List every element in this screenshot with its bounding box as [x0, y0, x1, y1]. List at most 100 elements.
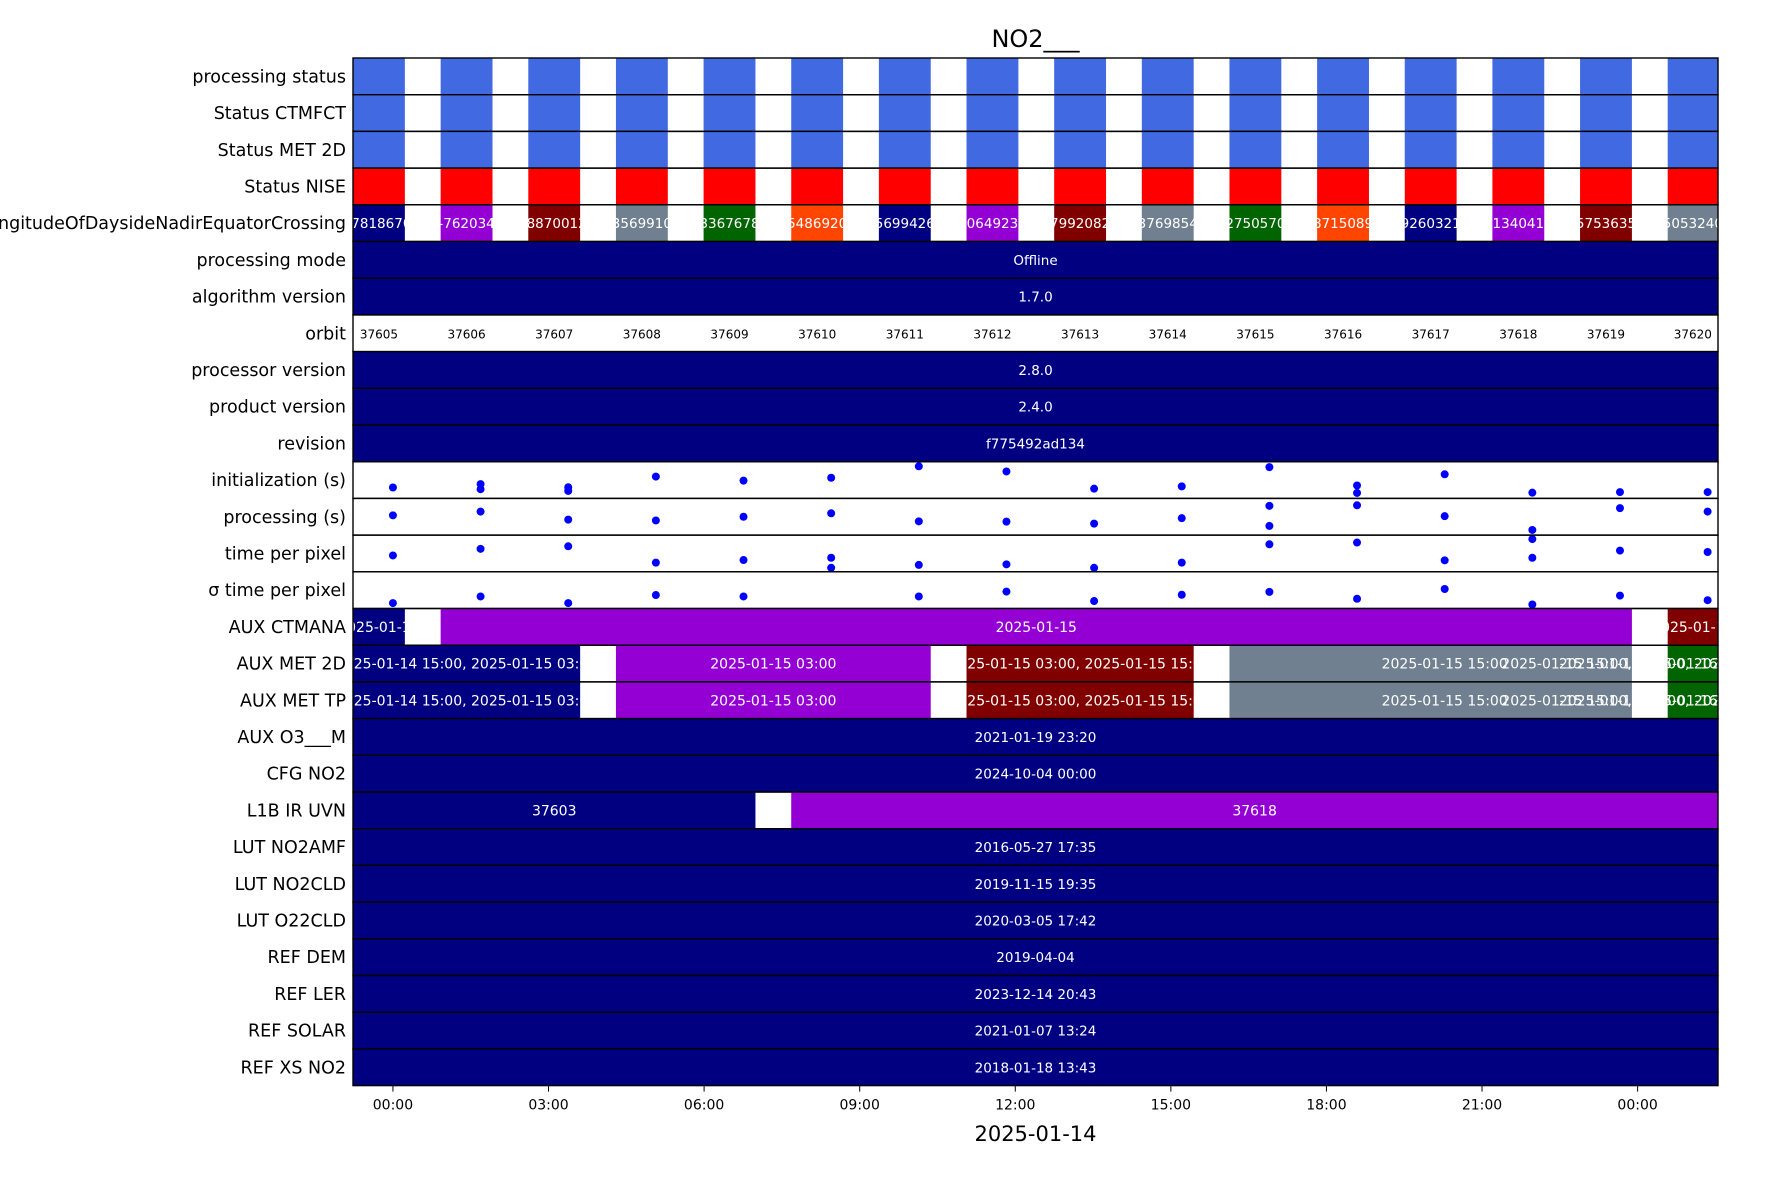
orbit-bar: [440, 131, 493, 169]
span-label: Offline: [1013, 253, 1057, 269]
orbit-bar: [791, 131, 844, 169]
data-point: [476, 544, 485, 553]
data-point: [1002, 560, 1011, 569]
segment-label: 2025-01-15 15:00, 2025-01-16 03:00: [1501, 693, 1762, 709]
data-point: [827, 553, 836, 562]
data-point: [1265, 540, 1274, 549]
orbit-number-label: 37618: [1499, 327, 1537, 341]
orbit-bar: [1667, 204, 1718, 242]
span-bar: [353, 241, 1718, 279]
span-bar: [353, 278, 1718, 315]
data-point: [1090, 484, 1099, 493]
data-point: [739, 512, 748, 521]
x-axis: 00:00 03:00 06:00 09:00 12:00 15:00 18:00 21:00…: [373, 1085, 1658, 1114]
row-label: processor version: [191, 361, 346, 381]
row-label: processing mode: [196, 251, 346, 271]
row-26: 2021-01-07 13:24: [353, 1012, 1718, 1049]
orbit-bar: [528, 204, 581, 242]
orbit-bar: [1317, 94, 1369, 132]
data-point: [1528, 488, 1537, 497]
data-point: [1703, 596, 1712, 605]
segment-label: 2025-01-15 03:00: [710, 657, 836, 673]
span-label: 2.4.0: [1018, 400, 1052, 416]
row-border: [352, 497, 1719, 536]
data-point: [564, 542, 573, 551]
span-bar: [353, 425, 1718, 462]
data-point: [739, 592, 748, 601]
segment-bar: [353, 645, 581, 682]
row-20: 37603 37618: [353, 792, 1718, 829]
orbit-bar: [528, 168, 581, 205]
row-label: AUX CTMANA: [229, 618, 346, 638]
orbit-bar: [1054, 58, 1107, 95]
orbit-number-label: 37612: [973, 327, 1011, 341]
orbit-bar: [703, 204, 756, 242]
orbit-bar: [1492, 58, 1545, 95]
orbit-bar: [353, 168, 405, 205]
segment-label: 37603: [532, 803, 577, 819]
row-label: LUT O22CLD: [237, 911, 346, 931]
orbit-bar: [1141, 58, 1194, 95]
x-tick-label: 06:00: [684, 1098, 724, 1114]
orbit-value-label: 8715089: [1313, 216, 1373, 232]
span-label: 2020-03-05 17:42: [975, 913, 1097, 929]
orbit-number-label: 37620: [1674, 327, 1712, 341]
segment-bar: [353, 681, 581, 719]
data-point: [1528, 535, 1537, 544]
x-tick-label: 00:00: [1617, 1098, 1657, 1114]
orbit-bar: [528, 94, 581, 132]
orbit-number-label: 37610: [798, 327, 836, 341]
orbit-bar: [440, 58, 493, 95]
row-label: processing status: [192, 67, 346, 87]
orbit-number-label: 37619: [1587, 327, 1625, 341]
segment-bar: [353, 792, 756, 829]
orbit-number-label: 37609: [710, 327, 748, 341]
row-label: LongitudeOfDaysideNadirEquatorCrossing: [0, 214, 346, 234]
row-label: AUX MET TP: [240, 691, 346, 711]
orbit-bar: [440, 168, 493, 205]
orbit-bar: [1667, 168, 1718, 205]
orbit-bar: [878, 58, 931, 95]
data-point: [1265, 587, 1274, 596]
orbit-bar: [878, 94, 931, 132]
segment-bar: [966, 645, 1194, 682]
orbit-value-label: -762034: [438, 216, 494, 232]
x-axis-label: 2025-01-14: [974, 1122, 1096, 1146]
orbit-bar: [1580, 168, 1632, 205]
data-point: [914, 560, 923, 569]
orbit-value-label: 5753635: [1576, 216, 1636, 232]
segment-label: 2025-01-15 03:00, 2025-01-15 15:00: [949, 657, 1210, 673]
orbit-bar: [528, 131, 581, 169]
span-bar: [353, 975, 1718, 1013]
row-label: AUX O3___M: [237, 728, 346, 748]
orbit-bar: [1141, 168, 1194, 205]
x-tick-label: 18:00: [1306, 1098, 1346, 1114]
data-point: [1002, 587, 1011, 596]
orbit-value-label: 2750570: [1225, 216, 1285, 232]
segment-label: 2025-01-15 03:00: [710, 693, 836, 709]
orbit-number-label: 37605: [360, 327, 398, 341]
orbit-bar: [1141, 204, 1194, 242]
orbit-value-label: 3769854: [1138, 216, 1198, 232]
orbit-bar: [1667, 131, 1718, 169]
data-point: [1090, 597, 1099, 606]
row-18: 2021-01-19 23:20: [353, 718, 1718, 756]
segment-label: 2025-01-14 15:00, 2025-01-15 03:00: [336, 693, 597, 709]
orbit-bar: [966, 131, 1019, 169]
span-label: 2.8.0: [1018, 363, 1052, 379]
row-13: [388, 535, 1712, 572]
row-label: orbit: [305, 324, 346, 344]
span-label: 2018-01-18 13:43: [975, 1060, 1097, 1076]
orbit-bar: [878, 131, 931, 169]
data-point: [914, 592, 923, 601]
orbit-number-label: 37617: [1412, 327, 1450, 341]
orbit-bar: [1580, 204, 1632, 242]
span-bar: [353, 1048, 1718, 1086]
orbit-bar: [615, 131, 668, 169]
orbit-bar: [1054, 168, 1107, 205]
orbit-bar: [353, 204, 405, 242]
row-border: [352, 461, 1719, 500]
x-tick-label: 15:00: [1151, 1098, 1191, 1114]
span-bar: [353, 755, 1718, 792]
